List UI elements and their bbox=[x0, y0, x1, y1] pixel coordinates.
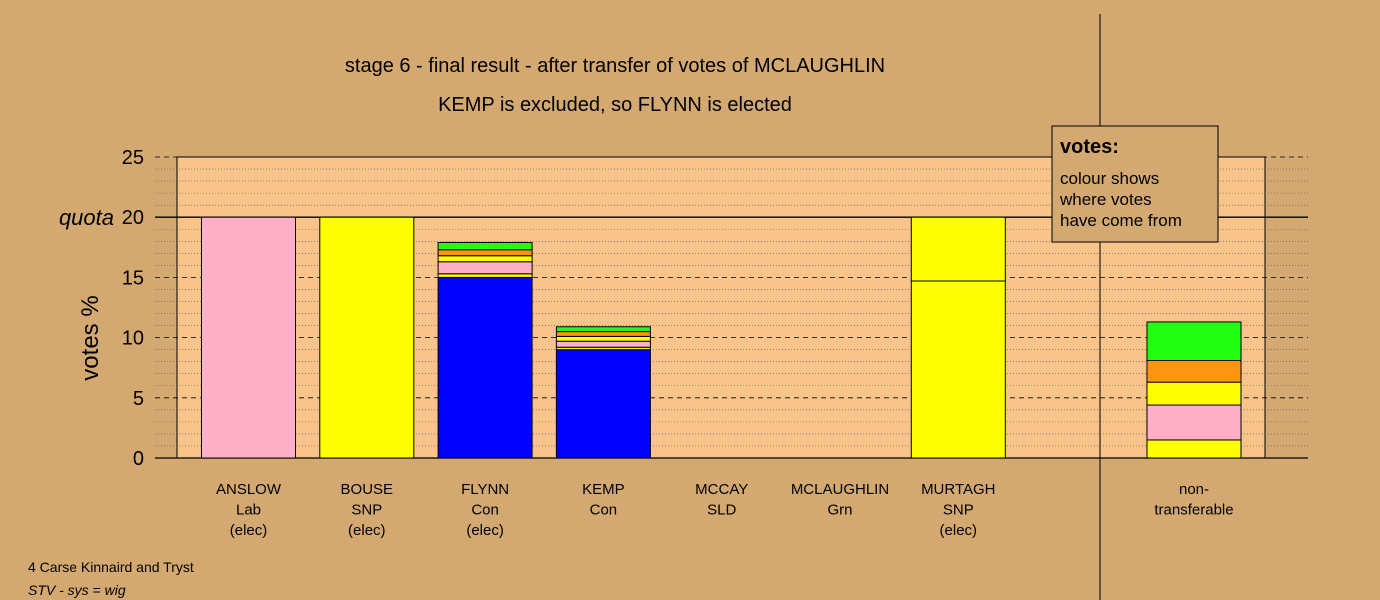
bar-flynn-segment bbox=[437, 255, 533, 263]
candidate-label: BOUSE bbox=[341, 481, 394, 498]
quota-label: quota bbox=[59, 205, 114, 230]
candidate-label: MURTAGH bbox=[921, 481, 995, 498]
candidate-label: SLD bbox=[707, 502, 736, 519]
candidate-label: (elec) bbox=[348, 522, 386, 539]
chart-title: stage 6 - final result - after transfer … bbox=[345, 55, 885, 77]
constituency-name: 4 Carse Kinnaird and Tryst bbox=[28, 559, 194, 575]
bar-flynn-segment bbox=[437, 249, 533, 257]
candidate-label: SNP bbox=[351, 502, 382, 519]
bar-flynn-segment bbox=[437, 276, 533, 459]
y-tick-label: 5 bbox=[133, 388, 144, 410]
y-tick-label: 0 bbox=[133, 448, 144, 470]
candidate-label: (elec) bbox=[230, 522, 268, 539]
bar-flynn-segment bbox=[437, 241, 533, 251]
bar-non-transferable-segment bbox=[1146, 359, 1242, 383]
legend-line: colour shows bbox=[1060, 169, 1159, 188]
bar-murtagh-segment bbox=[910, 216, 1006, 282]
bar-kemp-segment bbox=[555, 349, 651, 459]
candidate-label: Con bbox=[590, 502, 618, 519]
bar-murtagh-segment bbox=[910, 280, 1006, 459]
bar-non-transferable-segment bbox=[1146, 439, 1242, 459]
bar-non-transferable-segment bbox=[1146, 381, 1242, 406]
system-note: STV - sys = wig bbox=[28, 582, 126, 598]
y-tick-label: 20 bbox=[122, 207, 144, 229]
candidate-label: KEMP bbox=[582, 481, 625, 498]
candidate-label: MCLAUGHLIN bbox=[791, 481, 889, 498]
y-axis-label: votes % bbox=[77, 295, 104, 380]
candidate-label: Lab bbox=[236, 502, 261, 519]
bar-non-transferable-segment bbox=[1146, 404, 1242, 441]
bar-kemp-segment bbox=[555, 340, 651, 348]
bars bbox=[201, 216, 1242, 459]
candidate-label: Grn bbox=[827, 502, 852, 519]
candidate-labels: ANSLOW Lab (elec) BOUSE SNP (elec) FLYNN Con (el… bbox=[216, 481, 1234, 539]
candidate-label: FLYNN bbox=[461, 481, 509, 498]
legend-line: have come from bbox=[1060, 211, 1182, 230]
bar-kemp-segment bbox=[555, 326, 651, 333]
y-tick-label: 15 bbox=[122, 267, 144, 289]
non-transferable-label: transferable bbox=[1154, 502, 1233, 519]
legend-line: where votes bbox=[1059, 190, 1152, 209]
bar-non-transferable-segment bbox=[1146, 321, 1242, 361]
candidate-label: Con bbox=[471, 502, 499, 519]
bar-flynn-segment bbox=[437, 273, 533, 278]
y-tick-label: 25 bbox=[122, 147, 144, 169]
non-transferable-label: non- bbox=[1179, 481, 1209, 498]
bar-anslow-segment bbox=[201, 216, 296, 459]
y-tick-label: 10 bbox=[122, 328, 144, 350]
bar-flynn-segment bbox=[437, 261, 533, 275]
candidate-label: (elec) bbox=[466, 522, 504, 539]
legend-box: votes: colour shows where votes have com… bbox=[1051, 125, 1219, 243]
candidate-label: (elec) bbox=[940, 522, 978, 539]
bar-bouse-segment bbox=[319, 216, 415, 459]
candidate-label: MCCAY bbox=[695, 481, 748, 498]
bar-kemp-segment bbox=[555, 335, 651, 342]
bar-kemp-segment bbox=[555, 331, 651, 337]
y-axis-ticks: 0 5 10 15 20 25 quota bbox=[59, 147, 144, 470]
candidate-label: SNP bbox=[943, 502, 974, 519]
candidate-label: ANSLOW bbox=[216, 481, 282, 498]
legend-title: votes: bbox=[1060, 136, 1119, 158]
chart-subtitle: KEMP is excluded, so FLYNN is elected bbox=[438, 94, 792, 116]
